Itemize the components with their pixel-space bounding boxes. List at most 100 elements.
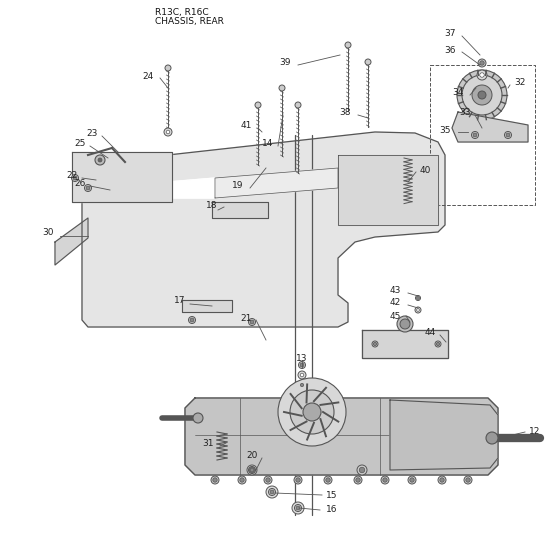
- Circle shape: [298, 362, 306, 368]
- Polygon shape: [362, 330, 448, 358]
- Circle shape: [72, 175, 78, 181]
- Circle shape: [408, 476, 416, 484]
- Circle shape: [486, 432, 498, 444]
- Text: 14: 14: [262, 138, 274, 147]
- Polygon shape: [338, 155, 438, 225]
- Circle shape: [466, 478, 470, 482]
- Polygon shape: [182, 300, 232, 312]
- Text: 24: 24: [142, 72, 153, 81]
- Circle shape: [294, 476, 302, 484]
- Circle shape: [415, 307, 421, 313]
- Circle shape: [165, 65, 171, 71]
- Circle shape: [290, 390, 334, 434]
- Circle shape: [472, 132, 478, 138]
- Circle shape: [164, 128, 172, 136]
- Polygon shape: [390, 400, 498, 470]
- Circle shape: [98, 158, 102, 162]
- Circle shape: [249, 466, 255, 474]
- Circle shape: [416, 296, 421, 301]
- Text: 30: 30: [42, 227, 54, 236]
- Circle shape: [247, 465, 257, 475]
- Text: 36: 36: [444, 45, 456, 54]
- Circle shape: [95, 155, 105, 165]
- Text: 34: 34: [452, 87, 464, 96]
- Polygon shape: [452, 112, 528, 142]
- Circle shape: [300, 373, 304, 377]
- Text: 20: 20: [246, 450, 258, 460]
- Circle shape: [303, 403, 321, 421]
- Circle shape: [250, 320, 254, 324]
- Circle shape: [478, 91, 486, 99]
- Text: 42: 42: [389, 297, 400, 306]
- Circle shape: [417, 297, 419, 300]
- Circle shape: [279, 85, 285, 91]
- Text: 18: 18: [206, 200, 218, 209]
- Circle shape: [440, 478, 444, 482]
- Circle shape: [372, 341, 378, 347]
- Text: 26: 26: [74, 179, 86, 188]
- Circle shape: [249, 467, 255, 473]
- Text: 16: 16: [326, 506, 338, 515]
- Text: 33: 33: [459, 108, 471, 116]
- Circle shape: [295, 505, 301, 511]
- Text: CHASSIS, REAR: CHASSIS, REAR: [155, 17, 224, 26]
- Text: 41: 41: [240, 120, 251, 129]
- Circle shape: [299, 382, 305, 388]
- Text: 21: 21: [240, 314, 251, 323]
- Circle shape: [397, 316, 413, 332]
- Circle shape: [477, 70, 487, 80]
- Circle shape: [381, 476, 389, 484]
- Circle shape: [266, 478, 270, 482]
- Circle shape: [354, 476, 362, 484]
- Circle shape: [278, 378, 346, 446]
- Circle shape: [505, 132, 511, 138]
- Circle shape: [374, 342, 377, 346]
- Circle shape: [166, 130, 170, 134]
- Circle shape: [326, 478, 330, 482]
- Circle shape: [269, 489, 275, 494]
- Circle shape: [472, 85, 492, 105]
- Circle shape: [190, 318, 194, 322]
- Polygon shape: [212, 202, 268, 218]
- Circle shape: [295, 505, 301, 511]
- Circle shape: [85, 184, 91, 192]
- Text: 31: 31: [202, 438, 214, 447]
- Text: 19: 19: [232, 180, 244, 189]
- Polygon shape: [72, 152, 172, 202]
- Circle shape: [211, 476, 219, 484]
- Circle shape: [295, 102, 301, 108]
- Text: 39: 39: [279, 58, 291, 67]
- Circle shape: [365, 59, 371, 65]
- Text: 32: 32: [514, 77, 526, 86]
- Text: 22: 22: [67, 170, 78, 180]
- Circle shape: [240, 478, 244, 482]
- Circle shape: [268, 488, 276, 496]
- Circle shape: [417, 309, 419, 311]
- Circle shape: [383, 478, 387, 482]
- Text: 12: 12: [529, 427, 541, 436]
- Polygon shape: [55, 218, 88, 265]
- Circle shape: [73, 176, 77, 180]
- Text: 44: 44: [424, 328, 436, 337]
- Circle shape: [296, 506, 300, 510]
- Text: 43: 43: [389, 286, 401, 295]
- Circle shape: [357, 465, 367, 475]
- Circle shape: [292, 502, 304, 514]
- Circle shape: [270, 490, 274, 494]
- Circle shape: [249, 319, 255, 325]
- Circle shape: [264, 476, 272, 484]
- Circle shape: [266, 486, 278, 498]
- Circle shape: [250, 468, 254, 472]
- Circle shape: [464, 476, 472, 484]
- Circle shape: [438, 476, 446, 484]
- Circle shape: [400, 319, 410, 329]
- Circle shape: [296, 478, 300, 482]
- Circle shape: [506, 133, 510, 137]
- Text: 38: 38: [339, 108, 351, 116]
- Circle shape: [193, 413, 203, 423]
- Circle shape: [189, 316, 195, 324]
- Circle shape: [457, 70, 507, 120]
- Polygon shape: [215, 168, 338, 198]
- Text: 17: 17: [174, 296, 186, 305]
- Circle shape: [480, 61, 484, 65]
